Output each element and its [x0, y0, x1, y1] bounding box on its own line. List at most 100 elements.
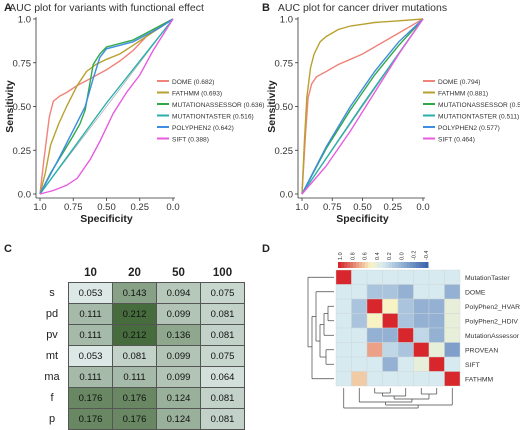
roc-b-series-line: [301, 18, 424, 195]
heatmap-cell: [335, 313, 352, 329]
heatmap-key-tick: -0.2: [412, 251, 418, 260]
heatmap-cell: [366, 356, 383, 372]
heatmap-key-tick: 0.0: [399, 252, 405, 260]
roc-a-series-line: [39, 18, 174, 195]
roc-a-series-line: [39, 18, 174, 195]
heatmap-key-segment: [374, 262, 378, 268]
roc-b-y-tick-label: 1.0: [280, 15, 293, 26]
roc-b-series-line: [301, 18, 424, 195]
heatmap-cell: [382, 327, 399, 343]
score-table-cell: 0.081: [200, 408, 245, 430]
heatmap-cell: [382, 342, 399, 358]
roc-b-x-label: Specificity: [336, 213, 389, 225]
score-table-cell: 0.111: [112, 366, 157, 388]
heatmap-key-segment: [416, 262, 420, 268]
heatmap-key-segment: [407, 262, 411, 268]
score-table-cell: 0.053: [68, 345, 113, 367]
roc-b-y-tick-label: 0.0: [280, 190, 293, 201]
heatmap-row-label: PolyPhen2_HDIV: [465, 318, 518, 325]
roc-b-x-tick-label: 0.0: [416, 202, 429, 213]
score-table-cell: 0.075: [200, 345, 245, 367]
heatmap-cell: [366, 371, 383, 387]
score-table-cell: 0.124: [156, 387, 201, 409]
table-row: s 0.053 0.143 0.094 0.075: [36, 282, 245, 304]
heatmap-cell: [335, 327, 352, 343]
score-table-row-label: ma: [44, 371, 60, 383]
heatmap-cell: [335, 371, 352, 387]
heatmap-cell: [335, 342, 352, 358]
score-table-cell: 0.099: [156, 366, 201, 388]
table-row: pv 0.111 0.212 0.136 0.081: [36, 324, 245, 346]
score-table-cell: 0.094: [156, 282, 201, 304]
heatmap-key-segment: [350, 262, 354, 268]
heatmap-key-segment: [419, 262, 423, 268]
score-table: 10 20 50 100 s 0.053 0.143 0.094 0.075 pd 0.111 0.…: [36, 263, 245, 430]
heatmap-key-segment: [386, 262, 390, 268]
heatmap-key-tick: -0.4: [424, 251, 430, 260]
roc-b-y-label: Sensitivity: [266, 80, 278, 133]
score-table-cell: 0.111: [68, 303, 113, 325]
panel-letter-d: D: [262, 243, 270, 255]
heatmap-key-segment: [413, 262, 417, 268]
score-table-cell: 0.081: [112, 345, 157, 367]
table-row: mt 0.053 0.081 0.099 0.075: [36, 345, 245, 367]
roc-a-series-line: [39, 18, 174, 195]
score-table-header: 10 20 50 100: [36, 263, 245, 283]
heatmap-cell: [366, 269, 383, 285]
heatmap-row-label: PROVEAN: [465, 347, 498, 354]
score-table-row-label: mt: [45, 350, 59, 362]
heatmap-cell: [351, 342, 368, 358]
heatmap-key-segment: [371, 262, 375, 268]
heatmap-key-segment: [338, 262, 342, 268]
heatmap-cell: [382, 284, 399, 300]
table-row: pd 0.111 0.212 0.099 0.081: [36, 303, 245, 325]
heatmap-cell: [351, 327, 368, 343]
heatmap-key-segment: [362, 262, 366, 268]
heatmap-cell: [428, 269, 445, 285]
heatmap-cell: [397, 356, 414, 372]
heatmap-row-label: SIFT: [465, 362, 480, 369]
heatmap-cell: [351, 284, 368, 300]
score-table-cell: 0.111: [68, 324, 113, 346]
score-table-cell: 0.176: [68, 387, 113, 409]
score-table-cell: 0.212: [112, 324, 157, 346]
roc-a-x-tick-label: 1.0: [33, 202, 46, 213]
heatmap-key-segment: [344, 262, 348, 268]
roc-b-y-tick-label: 0.75: [275, 58, 294, 69]
roc-a-y-tick-label: 1.0: [18, 15, 31, 26]
heatmap-cell: [444, 327, 461, 343]
roc-a-legend-label: MUTATIONASSESSOR (0.636): [172, 102, 264, 109]
table-row: p 0.176 0.176 0.124 0.081: [36, 408, 245, 430]
heatmap-key-segment: [347, 262, 351, 268]
roc-b-x-tick-label: 0.50: [353, 202, 372, 213]
heatmap-key-segment: [410, 262, 414, 268]
roc-a-y-label: Sensitivity: [4, 80, 16, 133]
heatmap-key-tick: 0.6: [363, 252, 369, 260]
panel-letter-c: C: [4, 243, 12, 255]
heatmap-key-segment: [398, 262, 402, 268]
heatmap-cell: [366, 284, 383, 300]
score-table-column-header: 50: [172, 266, 185, 279]
heatmap-key-segment: [359, 262, 363, 268]
heatmap-key-segment: [422, 262, 426, 268]
score-table-row-label: pd: [45, 308, 59, 320]
heatmap-cell: [428, 342, 445, 358]
heatmap-cell: [413, 371, 430, 387]
score-table-cell: 0.136: [156, 324, 201, 346]
score-table-cell: 0.053: [68, 282, 113, 304]
heatmap-cell: [444, 269, 461, 285]
heatmap-key-segment: [368, 262, 372, 268]
heatmap-key-segment: [389, 262, 393, 268]
roc-b-y-tick-label: 0.25: [275, 146, 294, 157]
heatmap-key-segment: [383, 262, 387, 268]
heatmap-key-tick: 0.2: [387, 252, 393, 260]
score-table-column-header: 10: [84, 266, 97, 279]
score-table-cell: 0.212: [112, 303, 157, 325]
heatmap-cell: [351, 356, 368, 372]
roc-a-x-tick-label: 0.25: [131, 202, 150, 213]
heatmap-cell: [444, 298, 461, 314]
heatmap-cell: [413, 342, 430, 358]
heatmap-cell: [366, 327, 383, 343]
score-table-column-header: 20: [128, 266, 141, 279]
heatmap-cell: [366, 342, 383, 358]
